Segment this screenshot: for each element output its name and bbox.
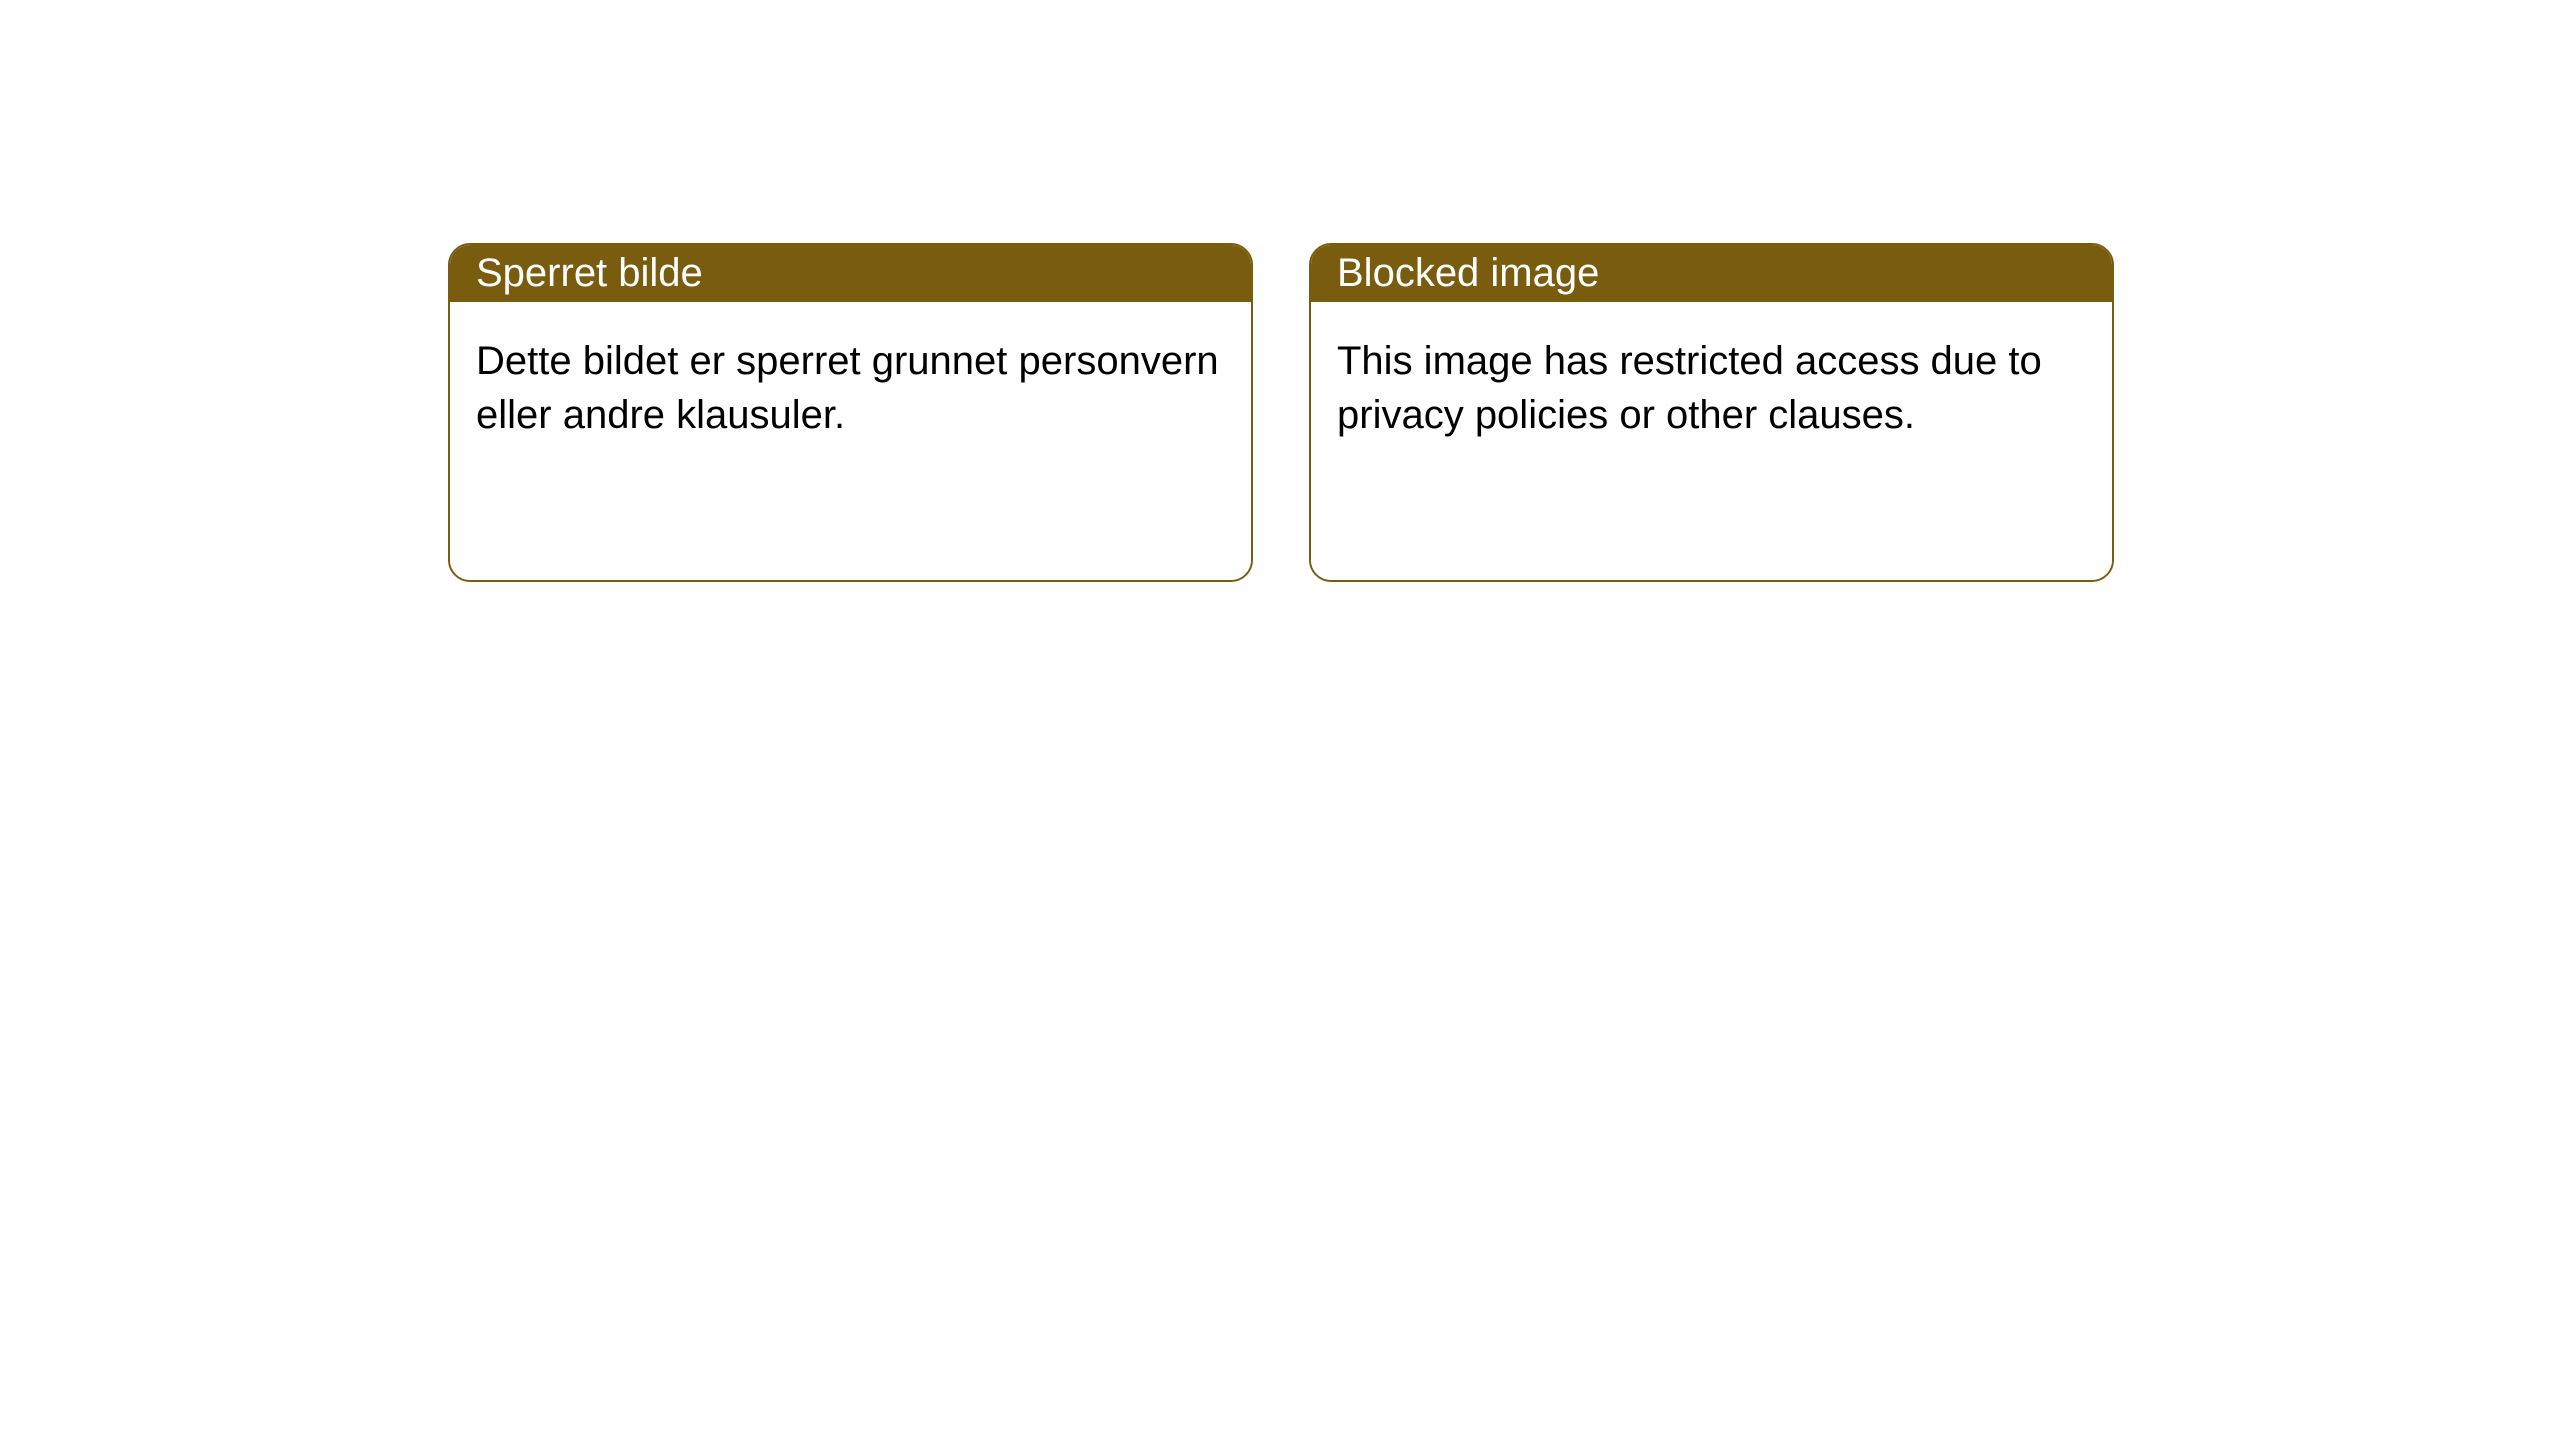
notice-body-no: Dette bildet er sperret grunnet personve… <box>450 302 1251 580</box>
notice-card-en: Blocked image This image has restricted … <box>1309 243 2114 582</box>
notice-header-en: Blocked image <box>1311 245 2112 302</box>
notice-header-no: Sperret bilde <box>450 245 1251 302</box>
notice-container: Sperret bilde Dette bildet er sperret gr… <box>0 0 2560 582</box>
notice-body-en: This image has restricted access due to … <box>1311 302 2112 580</box>
notice-card-no: Sperret bilde Dette bildet er sperret gr… <box>448 243 1253 582</box>
